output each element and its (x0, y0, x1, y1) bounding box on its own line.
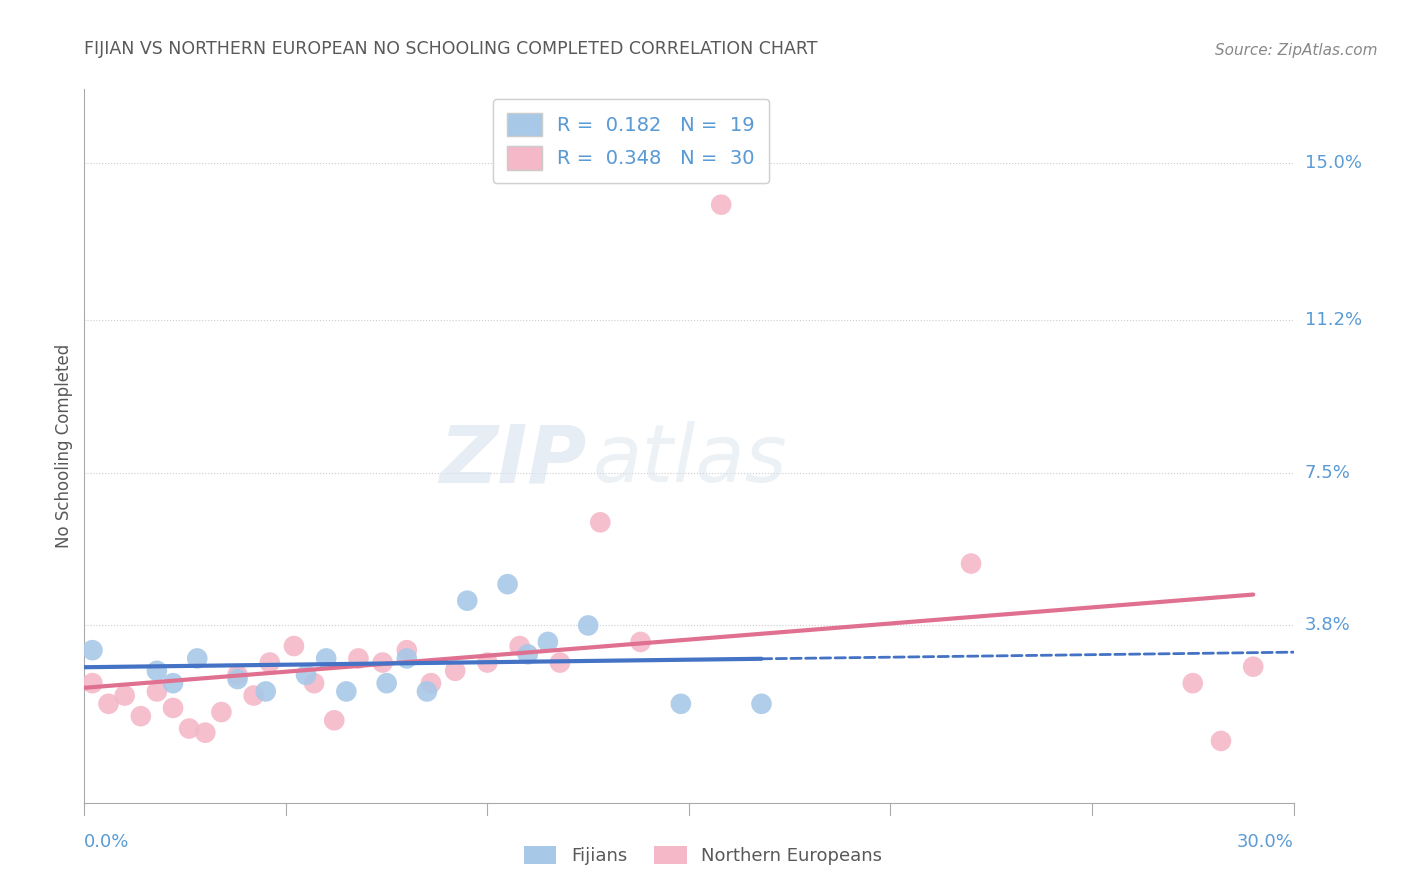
Point (162, 701, 184, 715)
Text: 11.2%: 11.2% (1305, 311, 1362, 329)
Point (395, 643, 418, 657)
Text: 0.0%: 0.0% (84, 833, 129, 851)
Point (302, 676, 325, 690)
Point (509, 639, 531, 653)
Point (283, 639, 305, 653)
Point (82, 676, 104, 690)
Point (496, 577, 519, 591)
Point (710, 197, 733, 211)
Legend: Fijians, Northern Europeans: Fijians, Northern Europeans (515, 837, 891, 874)
Point (114, 689, 136, 703)
Point (129, 709, 152, 723)
Point (548, 656, 571, 670)
Point (576, 618, 599, 632)
Text: FIJIAN VS NORTHERN EUROPEAN NO SCHOOLING COMPLETED CORRELATION CHART: FIJIAN VS NORTHERN EUROPEAN NO SCHOOLING… (84, 40, 818, 58)
Point (323, 714, 346, 728)
Point (1181, 676, 1204, 690)
Point (295, 668, 318, 682)
Point (186, 651, 208, 665)
Point (179, 722, 201, 736)
Point (146, 684, 169, 698)
Point (1209, 734, 1232, 748)
Point (347, 651, 370, 665)
Point (209, 705, 232, 719)
Point (669, 697, 692, 711)
Point (395, 651, 418, 665)
Text: 3.8%: 3.8% (1305, 616, 1350, 634)
Point (259, 656, 281, 670)
Point (97, 697, 120, 711)
Point (751, 697, 773, 711)
Point (537, 635, 560, 649)
Text: 15.0%: 15.0% (1305, 154, 1361, 172)
Point (194, 725, 217, 739)
Point (254, 684, 277, 698)
Text: atlas: atlas (592, 421, 787, 500)
Point (960, 557, 983, 571)
Point (371, 656, 394, 670)
Text: Source: ZipAtlas.com: Source: ZipAtlas.com (1215, 43, 1378, 58)
Point (335, 684, 357, 698)
Point (630, 635, 652, 649)
Point (226, 668, 249, 682)
Point (375, 676, 398, 690)
Point (82, 643, 104, 657)
Point (146, 664, 169, 678)
Point (162, 676, 184, 690)
Point (477, 656, 499, 670)
Legend: R =  0.182   N =  19, R =  0.348   N =  30: R = 0.182 N = 19, R = 0.348 N = 30 (494, 99, 769, 184)
Text: 30.0%: 30.0% (1237, 833, 1294, 851)
Point (416, 684, 439, 698)
Point (444, 664, 467, 678)
Point (242, 689, 264, 703)
Text: ZIP: ZIP (439, 421, 586, 500)
Point (226, 672, 249, 686)
Point (315, 651, 337, 665)
Y-axis label: No Schooling Completed: No Schooling Completed (55, 344, 73, 548)
Point (456, 593, 478, 607)
Point (1241, 659, 1264, 673)
Point (589, 516, 612, 530)
Point (420, 676, 443, 690)
Text: 7.5%: 7.5% (1305, 464, 1351, 482)
Point (516, 648, 538, 662)
